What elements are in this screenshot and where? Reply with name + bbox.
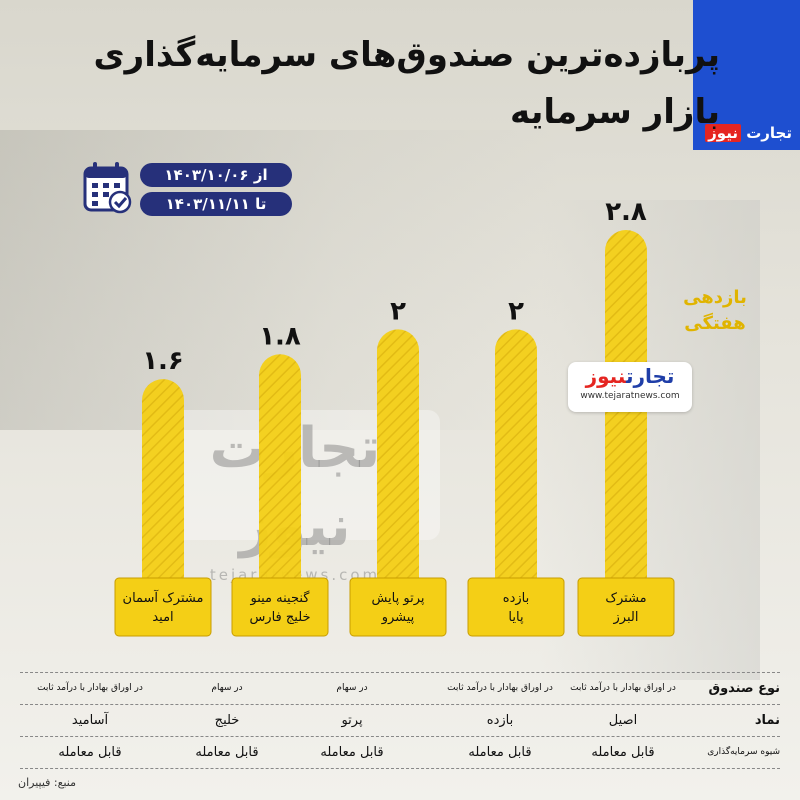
bar-value-label: ۱.۶	[142, 346, 184, 376]
date-to: تا ۱۴۰۳/۱۱/۱۱	[140, 192, 292, 216]
side-label-line1: بازدهی	[683, 287, 747, 308]
table-cell: قابل معامله	[320, 745, 384, 760]
brand-name-part1: تجارت	[746, 124, 792, 142]
bar-value-label: ۱.۸	[259, 321, 301, 351]
bar	[142, 379, 184, 578]
title-line2: بازار سرمایه	[510, 92, 720, 132]
weekly-return-label: بازدهی هفتگی	[670, 285, 760, 337]
table-cell: پرتو	[341, 713, 363, 728]
category-box	[231, 577, 329, 637]
brand-name-part2: نیوز	[705, 124, 741, 142]
category-label: پایا	[508, 610, 524, 625]
table-cell: قابل معامله	[468, 745, 532, 760]
category-label: گنجینه مینو	[250, 590, 311, 606]
table-cell: در اوراق بهادار با درآمد ثابت	[37, 683, 143, 693]
category-label: امید	[152, 610, 173, 625]
table-cell: خلیج	[214, 713, 240, 728]
category-label: مشترک آسمان	[123, 589, 204, 606]
category-box	[349, 577, 447, 637]
header-fund-type: نوع صندوق	[708, 681, 780, 696]
fund-table: نوع صندوق در اوراق بهادار با درآمد ثابت …	[20, 672, 780, 769]
brand-badge: تجارت نیوز	[693, 0, 800, 150]
category-label: بازده	[503, 591, 529, 606]
header-symbol: نماد	[754, 713, 780, 728]
table-cell: در اوراق بهادار با درآمد ثابت	[447, 683, 553, 693]
bar-value-label: ۲	[390, 296, 406, 326]
bar-value-label: ۲.۸	[605, 197, 647, 227]
table-row-fund-type: نوع صندوق در اوراق بهادار با درآمد ثابت …	[20, 672, 780, 704]
bar	[377, 329, 419, 578]
table-cell: قابل معامله	[591, 745, 655, 760]
table-cell: در سهام	[336, 683, 368, 693]
bar	[259, 354, 301, 578]
category-box	[577, 577, 675, 637]
table-cell: در سهام	[211, 683, 243, 693]
category-box	[114, 577, 212, 637]
logo-text: تجارتنیوز	[585, 364, 675, 388]
table-cell: در اوراق بهادار با درآمد ثابت	[570, 683, 676, 693]
table-cell: قابل معامله	[58, 745, 122, 760]
logo-url: www.tejaratnews.com	[580, 391, 680, 401]
bar	[495, 329, 537, 578]
table-cell: بازده	[486, 713, 514, 728]
category-label: خلیج فارس	[249, 610, 310, 625]
table-cell: آسامید	[71, 713, 109, 728]
category-label: البرز	[613, 610, 639, 625]
date-from: از ۱۴۰۳/۱۰/۰۶	[140, 163, 292, 187]
title-line1: پربازده‌ترین صندوق‌های سرمایه‌گذاری	[93, 35, 721, 75]
category-label: پیشرو	[381, 610, 415, 625]
category-box	[467, 577, 565, 637]
bar-value-label: ۲	[508, 296, 524, 326]
table-cell: قابل معامله	[195, 745, 259, 760]
category-label: مشترک	[605, 591, 646, 606]
table-row-investment: شیوه سرمایه‌گذاری قابل معامله قابل معامل…	[20, 736, 780, 769]
brand-logo-watermark: تجارتنیوز www.tejaratnews.com	[568, 362, 692, 412]
header-investment: شیوه سرمایه‌گذاری	[707, 747, 780, 757]
side-label-line2: هفتگی	[684, 313, 746, 334]
brand-badge-text: تجارت نیوز	[705, 124, 792, 142]
table-cell: اصیل	[608, 713, 638, 728]
table-row-symbol: نماد آسامید خلیج پرتو بازده اصیل	[20, 704, 780, 736]
calendar-icon	[83, 162, 132, 214]
source-note: منبع: فیپیران	[18, 776, 77, 789]
category-label: پرتو پایش	[371, 591, 424, 606]
